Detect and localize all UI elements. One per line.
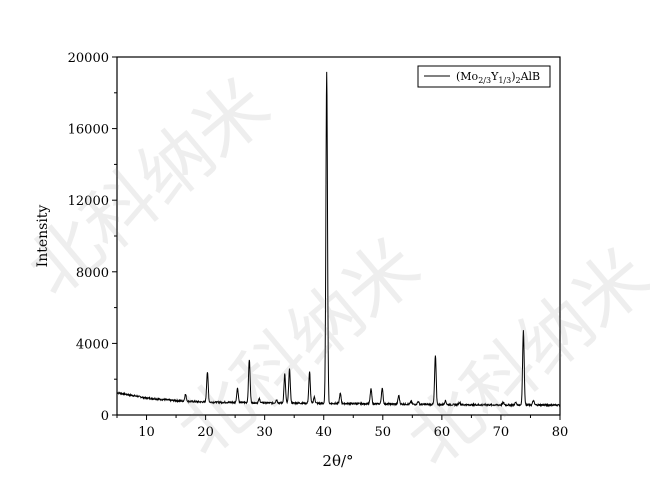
- y-tick-label: 8000: [76, 266, 109, 281]
- x-tick-label: 20: [197, 425, 214, 440]
- y-axis-label: Intensity: [35, 205, 51, 268]
- y-tick-label: 12000: [68, 194, 109, 209]
- legend-box: [417, 65, 551, 88]
- x-tick-label: 40: [315, 425, 332, 440]
- y-tick-label: 4000: [76, 337, 109, 352]
- x-tick-label: 70: [493, 425, 510, 440]
- spectrum-line: [116, 71, 561, 408]
- x-tick-label: 60: [434, 425, 451, 440]
- y-tick-label: 20000: [68, 51, 109, 66]
- x-tick-label: 10: [138, 425, 155, 440]
- legend-label: (Mo2/3Y1/3)2AlB: [456, 70, 540, 85]
- y-tick-label: 16000: [68, 123, 109, 138]
- x-tick-label: 30: [256, 425, 273, 440]
- legend: (Mo2/3Y1/3)2AlB: [417, 65, 551, 88]
- plot-frame: [116, 56, 561, 416]
- x-tick-label: 50: [375, 425, 392, 440]
- x-tick-label: 80: [552, 425, 569, 440]
- y-tick-label: 0: [101, 409, 109, 424]
- x-axis-label: 2θ/°: [322, 452, 353, 470]
